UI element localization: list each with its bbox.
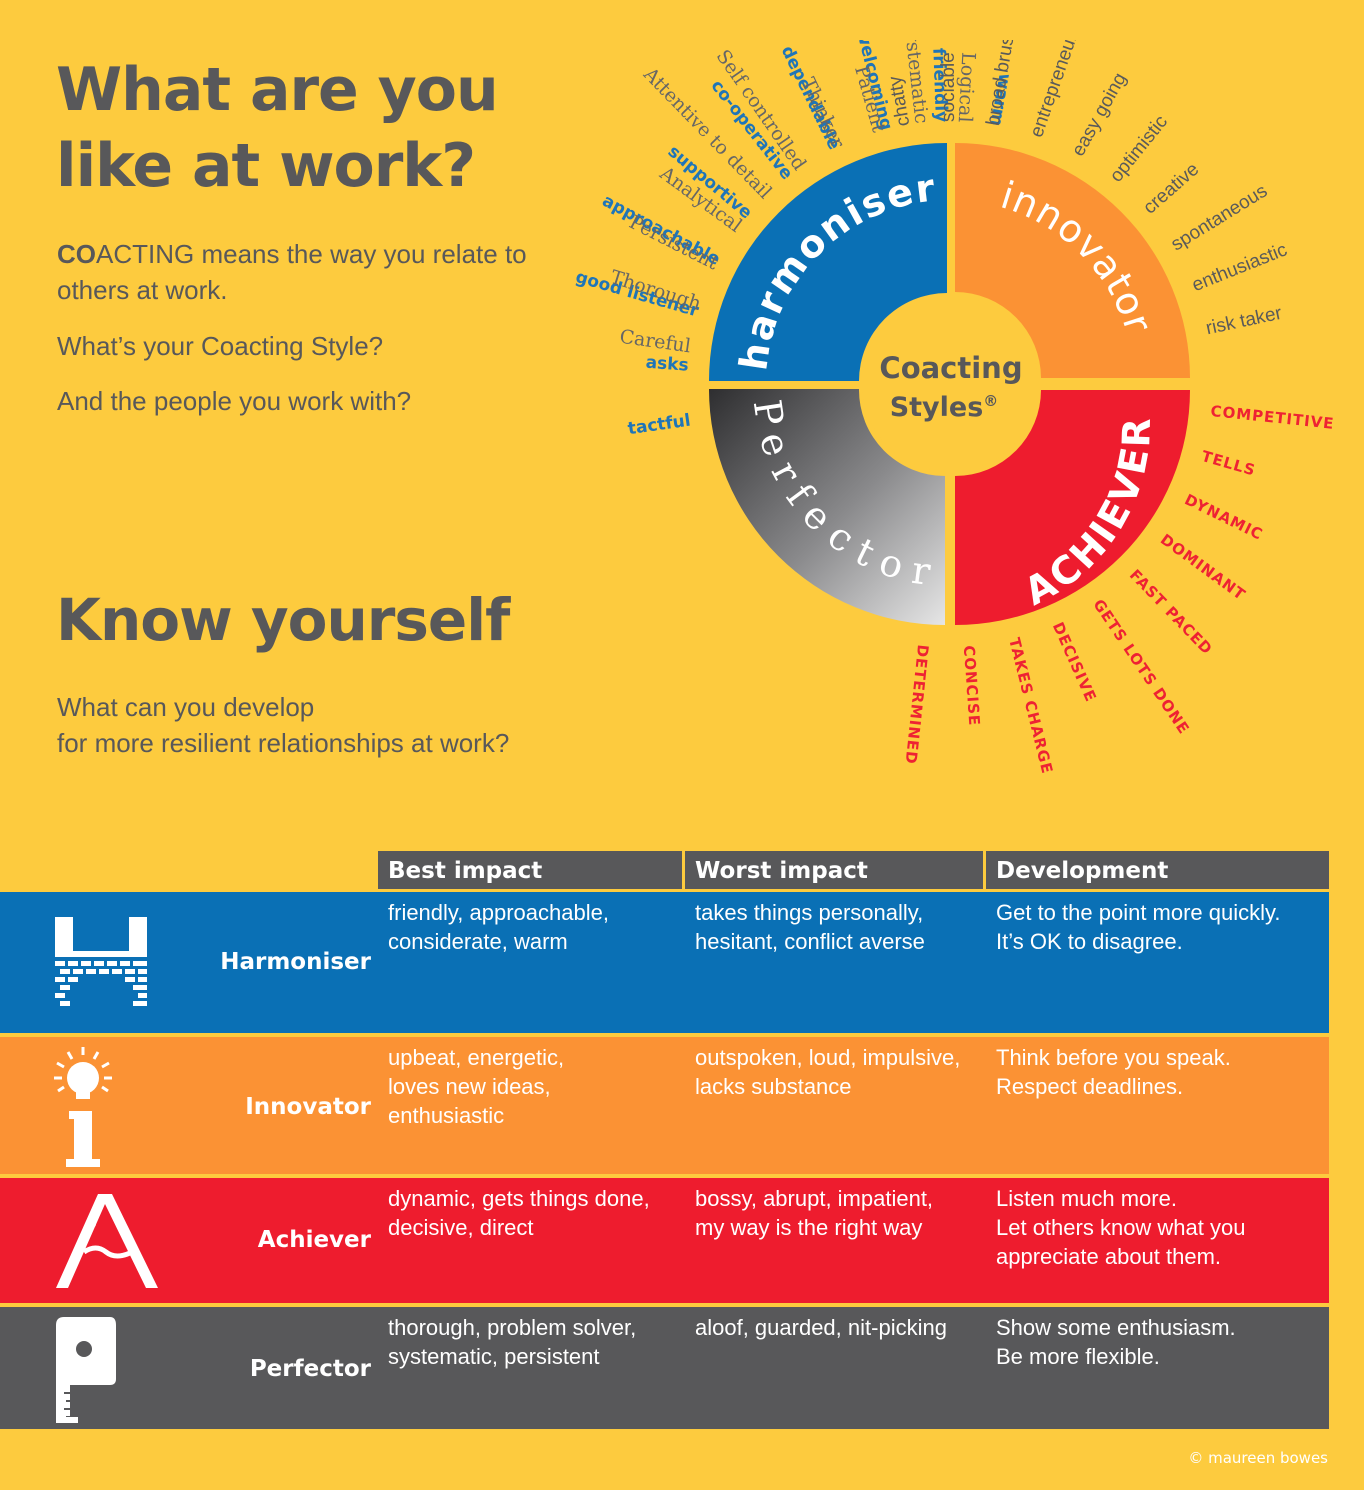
wheel-word: asks [645, 353, 689, 376]
header-best-impact: Best impact [378, 851, 682, 889]
wheel-word: DECISIVE [1049, 619, 1100, 704]
harmoniser-best-impact: friendly, approachable, considerate, warm [388, 900, 609, 954]
harmoniser-quadrant [709, 143, 947, 381]
question-people: And the people you work with? [57, 386, 412, 416]
mountain-a-icon [56, 1194, 158, 1288]
develop-question: What can you develop for more resilient … [57, 689, 577, 761]
question-style: What’s your Coacting Style? [57, 331, 384, 361]
table-row-innovator: Innovator upbeat, energetic, loves new id… [0, 1037, 1329, 1174]
row-label-harmoniser: Harmoniser [220, 949, 371, 975]
tape-measure-p-icon [56, 1317, 116, 1423]
title-line-1: What are you [56, 55, 499, 125]
develop-line-1: What can you develop [57, 692, 315, 722]
achiever-development: Listen much more. Let others know what yo… [996, 1186, 1246, 1269]
wheel-word: FAST PACED [1126, 566, 1216, 659]
wheel-word: risk taker [1204, 303, 1284, 340]
center-label-2: Styles® [890, 392, 999, 423]
wheel-word: entrepreneurial [1026, 40, 1088, 140]
intro-bold: CO [57, 239, 96, 269]
wheel-word: TELLS [1200, 447, 1258, 480]
wheel-word: CONCISE [960, 645, 984, 727]
achiever-worst-impact: bossy, abrupt, impatient, my way is the r… [695, 1186, 934, 1240]
copyright: © maureen bowes [1188, 1449, 1328, 1467]
header-development: Development [986, 851, 1329, 889]
develop-line-2: for more resilient relationships at work… [57, 728, 510, 758]
wheel-word: Logical [954, 52, 980, 123]
wheel-word: tactful [627, 411, 692, 440]
lightbulb-i-icon [54, 1047, 112, 1167]
wheel-word: COMPETITIVE [1210, 402, 1336, 433]
row-label-perfector: Perfector [249, 1356, 371, 1382]
innovator-best-impact: upbeat, energetic, loves new ideas, enthus… [388, 1045, 565, 1128]
wheel-word: enthusiastic [1189, 239, 1290, 296]
wheel-word: creative [1139, 159, 1203, 219]
wheel-word: TAKES CHARGE [1005, 636, 1056, 776]
intro-text: COACTING means the way you relate to oth… [57, 236, 537, 308]
perfector-development: Show some enthusiasm. Be more flexible. [996, 1315, 1236, 1369]
achiever-quadrant [955, 390, 1190, 625]
achiever-best-impact: dynamic, gets things done, decisive, dire… [388, 1186, 650, 1240]
wheel-word: sociable [938, 52, 959, 122]
perfector-best-impact: thorough, problem solver, systematic, per… [388, 1315, 637, 1369]
title-line-2: like at work? [56, 131, 476, 201]
harmoniser-worst-impact: takes things personally, hesitant, confli… [695, 900, 925, 954]
innovator-quadrant [955, 143, 1190, 378]
wheel-center [862, 296, 1038, 472]
perfector-worst-impact: aloof, guarded, nit-picking [695, 1315, 947, 1340]
innovator-worst-impact: outspoken, loud, impulsive, lacks substan… [695, 1045, 961, 1099]
center-label-1: Coacting [879, 351, 1022, 385]
wheel-word: easy going [1068, 69, 1131, 160]
wheel-word: DETERMINED [902, 644, 932, 766]
innovator-development: Think before you speak. Respect deadlines… [996, 1045, 1231, 1099]
wheel-word: DOMINANT [1157, 530, 1249, 604]
header-worst-impact: Worst impact [685, 851, 983, 889]
wheel-word: friendly [928, 48, 951, 123]
harmoniser-development: Get to the point more quickly. It’s OK to… [996, 900, 1281, 954]
table-row-achiever: Achiever dynamic, gets things done, decis… [0, 1178, 1329, 1303]
table-row-harmoniser: Harmoniser friendly, approachable, consid… [0, 892, 1329, 1033]
coacting-styles-wheel: Coacting Styles® harmoniser innovator AC… [573, 40, 1336, 776]
wheel-word: optimistic [1106, 112, 1172, 187]
wheel-word: DYNAMIC [1182, 490, 1266, 543]
row-label-achiever: Achiever [257, 1227, 371, 1253]
perfector-quadrant [709, 389, 945, 625]
page-title: What are you like at work? [56, 52, 499, 204]
intro-rest: ACTING means the way you relate to other… [57, 239, 527, 305]
know-yourself-title: Know yourself [56, 586, 510, 654]
wheel-word: broad brush [983, 40, 1021, 127]
castle-h-icon [55, 917, 147, 1011]
row-label-innovator: Innovator [245, 1094, 371, 1120]
table-row-perfector: Perfector thorough, problem solver, syste… [0, 1307, 1329, 1429]
